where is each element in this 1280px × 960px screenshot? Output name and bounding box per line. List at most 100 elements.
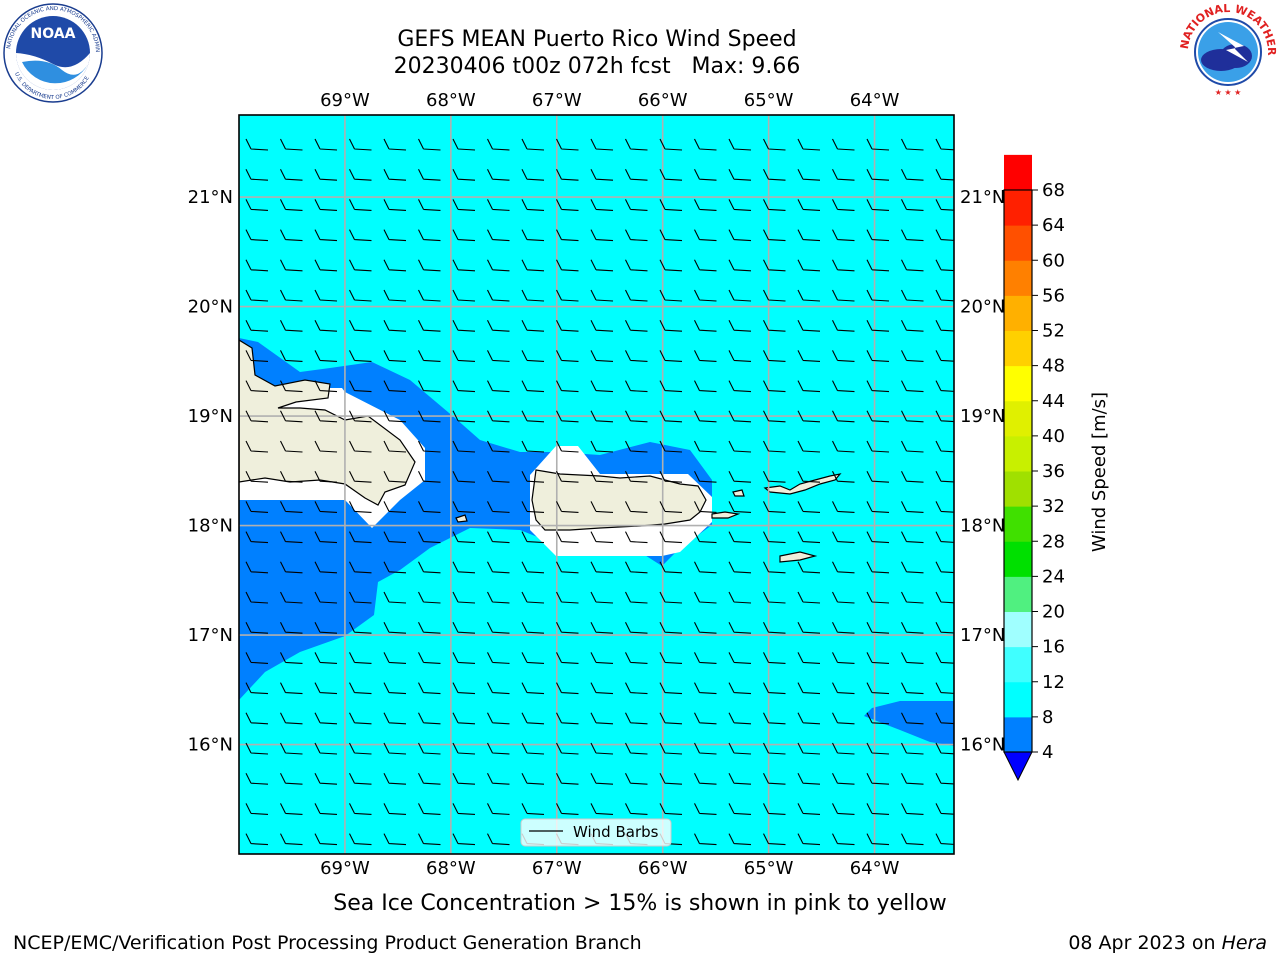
wind-barb — [659, 561, 683, 574]
wind-barb — [245, 591, 269, 604]
wind-barb — [625, 682, 648, 695]
wind-barb — [521, 772, 545, 785]
wind-barb — [866, 591, 890, 604]
wind-barb — [728, 652, 752, 664]
wind-barb — [797, 501, 821, 513]
wind-barb — [659, 501, 683, 513]
wind-barb — [797, 199, 821, 211]
wind-barb — [935, 410, 954, 423]
wind-barb — [590, 772, 614, 785]
wind-barb — [487, 319, 510, 332]
wind-barb — [935, 682, 954, 694]
lon-label-top-3: 66°W — [638, 90, 688, 111]
wind-barb — [659, 199, 683, 211]
wind-barb — [314, 259, 338, 272]
wind-barb — [418, 772, 441, 785]
wind-barb — [832, 410, 855, 423]
wind-barb — [349, 712, 372, 725]
wind-barb — [314, 652, 338, 664]
wind-barb — [521, 440, 545, 453]
wind-barb — [590, 350, 614, 362]
wind-barb — [487, 168, 510, 181]
wind-barb — [452, 833, 476, 846]
wind-barb — [487, 621, 510, 634]
wind-barb — [349, 350, 372, 362]
wind-barb — [487, 350, 510, 362]
wind-barb — [521, 803, 545, 815]
wind-barb — [452, 168, 476, 181]
wind-barb — [866, 138, 890, 151]
wind-barb — [728, 591, 752, 604]
wind-barb — [625, 319, 648, 332]
wind-barb — [832, 470, 855, 483]
colorbar-tick-label-15: 64 — [1042, 215, 1065, 236]
st-croix-land — [779, 551, 818, 563]
wind-barb — [556, 319, 579, 332]
wind-barb — [349, 168, 372, 181]
wind-barb — [452, 199, 476, 211]
wind-barb — [590, 682, 614, 695]
wind-barb — [832, 712, 855, 725]
wind-barb — [245, 833, 269, 846]
wind-barb — [625, 531, 648, 544]
wind-barb — [763, 652, 786, 664]
wind-barb — [452, 380, 476, 393]
wind-barb — [659, 591, 683, 604]
colorbar-segment-15 — [1004, 190, 1032, 226]
wind-barb — [832, 501, 855, 513]
wind-barb — [314, 591, 338, 604]
wind-barb — [728, 742, 752, 755]
lat-label-left-2: 19°N — [188, 406, 233, 427]
wind-barb — [901, 259, 924, 272]
wind-barb — [280, 591, 303, 604]
wind-barb — [625, 259, 648, 272]
wind-barb — [521, 501, 545, 513]
wind-barb — [590, 621, 614, 634]
wind-barb — [452, 319, 476, 332]
wind-barb — [590, 289, 614, 302]
wind-barb — [280, 682, 303, 695]
lon-label-bottom-1: 68°W — [426, 858, 476, 879]
colorbar-segment-14 — [1004, 225, 1032, 261]
wind-barb — [625, 501, 648, 513]
wind-barb — [521, 591, 545, 604]
wind-barb — [728, 289, 752, 302]
footer-right: 08 Apr 2023 on Hera — [1068, 932, 1267, 954]
wind-barb — [901, 138, 924, 151]
wind-barb — [383, 561, 407, 574]
wind-barb — [935, 440, 954, 453]
wind-barb — [832, 682, 855, 695]
wind-barb — [694, 833, 717, 846]
wind-barb — [763, 410, 786, 423]
wind-barb — [832, 199, 855, 211]
wind-barb — [763, 833, 786, 846]
wind-barb — [245, 561, 269, 574]
wind-barb — [901, 652, 924, 664]
colorbar-tick-label-1: 8 — [1042, 707, 1053, 728]
wind-barb — [245, 772, 269, 785]
wind-barb — [901, 410, 924, 423]
wind-barb — [418, 561, 441, 574]
wind-barb — [556, 772, 579, 785]
wind-barb — [625, 440, 648, 453]
wind-barb — [797, 652, 821, 664]
wind-barb — [728, 229, 752, 242]
wind-barb — [935, 319, 954, 332]
wind-barb — [349, 742, 372, 755]
wind-barb — [349, 138, 372, 151]
wind-barb — [763, 561, 786, 574]
wind-barb — [866, 199, 890, 211]
wind-barb — [452, 621, 476, 634]
colorbar-tick-label-14: 60 — [1042, 250, 1065, 271]
wind-barb — [901, 380, 924, 393]
wind-barb — [832, 350, 855, 362]
wind-barb — [694, 772, 717, 785]
wind-barb — [797, 138, 821, 151]
wind-barb — [556, 682, 579, 695]
vieques-land — [711, 511, 741, 519]
wind-barb — [452, 440, 476, 453]
wind-barb — [314, 289, 338, 302]
wind-barb — [452, 289, 476, 302]
wind-barb — [590, 591, 614, 604]
wind-barb — [280, 229, 303, 242]
